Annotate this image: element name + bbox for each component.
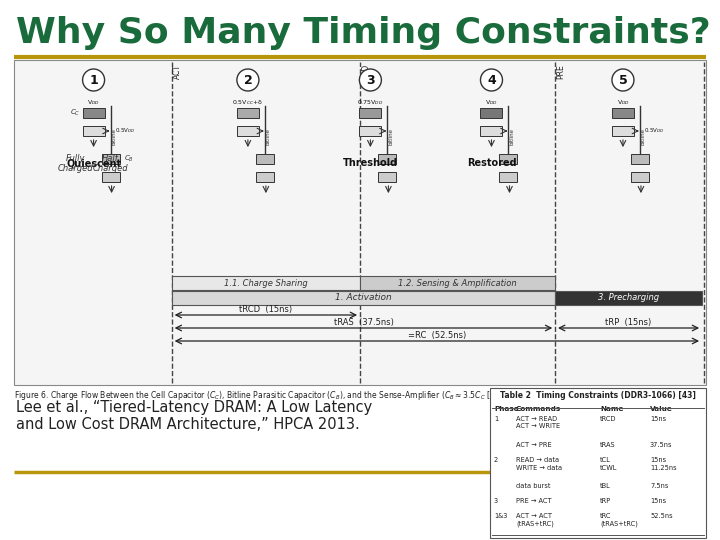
Text: 5: 5 xyxy=(618,73,627,86)
Text: 1.1. Charge Sharing: 1.1. Charge Sharing xyxy=(224,279,307,287)
Text: V$_{DD}$: V$_{DD}$ xyxy=(87,98,100,107)
Text: Phase: Phase xyxy=(494,406,518,412)
Text: ACT → ACT
(tRAS+tRC): ACT → ACT (tRAS+tRC) xyxy=(516,513,554,527)
Text: V$_{DD}$: V$_{DD}$ xyxy=(485,98,498,107)
Text: C$_C$: C$_C$ xyxy=(71,108,81,118)
Text: 7.5ns: 7.5ns xyxy=(650,483,668,489)
Bar xyxy=(102,154,120,164)
Bar xyxy=(555,291,702,305)
Text: data burst: data burst xyxy=(516,483,551,489)
Bar xyxy=(631,172,649,182)
Text: =RC  (52.5ns): =RC (52.5ns) xyxy=(408,331,466,340)
Bar xyxy=(612,126,634,136)
Text: bitline: bitline xyxy=(510,128,515,145)
Circle shape xyxy=(83,69,104,91)
Bar xyxy=(172,276,360,290)
Bar xyxy=(256,154,274,164)
Text: 3: 3 xyxy=(494,498,498,504)
Text: Why So Many Timing Constraints?: Why So Many Timing Constraints? xyxy=(16,16,711,50)
Text: bitline: bitline xyxy=(112,128,117,145)
Bar xyxy=(14,60,706,385)
Bar xyxy=(359,108,382,118)
Bar xyxy=(379,154,397,164)
Text: bitline: bitline xyxy=(388,128,393,145)
Bar xyxy=(172,291,555,305)
Text: Restored: Restored xyxy=(467,158,516,168)
Bar xyxy=(379,172,397,182)
Text: V$_{DD}$: V$_{DD}$ xyxy=(616,98,629,107)
Text: tRP: tRP xyxy=(600,498,611,504)
Text: 52.5ns: 52.5ns xyxy=(650,513,672,519)
Text: Figure 6. Charge Flow Between the Cell Capacitor ($C_C$), Bitline Parasitic Capa: Figure 6. Charge Flow Between the Cell C… xyxy=(14,389,507,402)
Text: ACT: ACT xyxy=(173,64,181,79)
Text: PRE → ACT: PRE → ACT xyxy=(516,498,552,504)
Text: 0.5V$_{CC}$+δ: 0.5V$_{CC}$+δ xyxy=(233,98,264,107)
Text: 2: 2 xyxy=(243,73,252,86)
Bar xyxy=(102,172,120,182)
Bar xyxy=(83,108,104,118)
Circle shape xyxy=(480,69,503,91)
Bar xyxy=(631,154,649,164)
Text: Threshold: Threshold xyxy=(343,158,398,168)
Bar xyxy=(237,126,259,136)
Text: READ: READ xyxy=(361,64,370,85)
Text: 15ns: 15ns xyxy=(650,498,666,504)
Bar xyxy=(500,172,518,182)
Text: 0.5V$_{DD}$: 0.5V$_{DD}$ xyxy=(644,126,665,136)
Text: 1: 1 xyxy=(494,416,498,422)
Bar xyxy=(237,108,259,118)
Text: 0.5V$_{DD}$: 0.5V$_{DD}$ xyxy=(114,126,135,136)
Text: tRP  (15ns): tRP (15ns) xyxy=(606,318,652,327)
Text: Name: Name xyxy=(600,406,624,412)
Circle shape xyxy=(612,69,634,91)
Text: Lee et al., “Tiered-Latency DRAM: A Low Latency
and Low Cost DRAM Architecture,”: Lee et al., “Tiered-Latency DRAM: A Low … xyxy=(16,400,372,433)
Text: Half
Charged: Half Charged xyxy=(93,154,128,173)
Text: Table 2  Timing Constraints (DDR3-1066) [43]: Table 2 Timing Constraints (DDR3-1066) [… xyxy=(500,391,696,400)
Text: Quiescent: Quiescent xyxy=(66,158,121,168)
Text: C$_B$: C$_B$ xyxy=(124,154,134,164)
Text: 3. Precharging: 3. Precharging xyxy=(598,294,659,302)
Text: Commands: Commands xyxy=(516,406,562,412)
Text: READ → data
WRITE → data: READ → data WRITE → data xyxy=(516,457,562,470)
Text: 15ns
11.25ns: 15ns 11.25ns xyxy=(650,457,677,470)
Text: tCL
tCWL: tCL tCWL xyxy=(600,457,617,470)
Text: ACT → READ
ACT → WRITE: ACT → READ ACT → WRITE xyxy=(516,416,560,429)
Bar xyxy=(480,108,503,118)
Text: Fully
Charged: Fully Charged xyxy=(58,154,94,173)
Text: tRCD  (15ns): tRCD (15ns) xyxy=(239,305,292,314)
Text: 1: 1 xyxy=(89,73,98,86)
Text: 1. Activation: 1. Activation xyxy=(335,294,392,302)
Text: bitline: bitline xyxy=(641,128,646,145)
Bar xyxy=(360,276,555,290)
Text: bitline: bitline xyxy=(266,128,271,145)
Text: 37.5ns: 37.5ns xyxy=(650,442,672,448)
Text: tRC
(tRAS+tRC): tRC (tRAS+tRC) xyxy=(600,513,638,527)
Circle shape xyxy=(359,69,382,91)
Text: 3: 3 xyxy=(366,73,374,86)
Text: ACT → PRE: ACT → PRE xyxy=(516,442,552,448)
Text: 1&3: 1&3 xyxy=(494,513,508,519)
Text: 0.75V$_{DD}$: 0.75V$_{DD}$ xyxy=(357,98,384,107)
Circle shape xyxy=(237,69,259,91)
Text: tBL: tBL xyxy=(600,483,611,489)
Text: 2: 2 xyxy=(494,457,498,463)
Bar xyxy=(480,126,503,136)
Bar xyxy=(490,388,706,538)
Text: tRAS  (37.5ns): tRAS (37.5ns) xyxy=(333,318,393,327)
Bar xyxy=(359,126,382,136)
Bar xyxy=(612,108,634,118)
Text: 1.2. Sensing & Amplification: 1.2. Sensing & Amplification xyxy=(398,279,517,287)
Text: tRAS: tRAS xyxy=(600,442,616,448)
Text: Value: Value xyxy=(650,406,672,412)
Bar xyxy=(500,154,518,164)
Text: 4: 4 xyxy=(487,73,496,86)
Text: tRCD: tRCD xyxy=(600,416,616,422)
Text: 15ns: 15ns xyxy=(650,416,666,422)
Bar xyxy=(256,172,274,182)
Text: PRE: PRE xyxy=(556,64,565,79)
Bar xyxy=(83,126,104,136)
